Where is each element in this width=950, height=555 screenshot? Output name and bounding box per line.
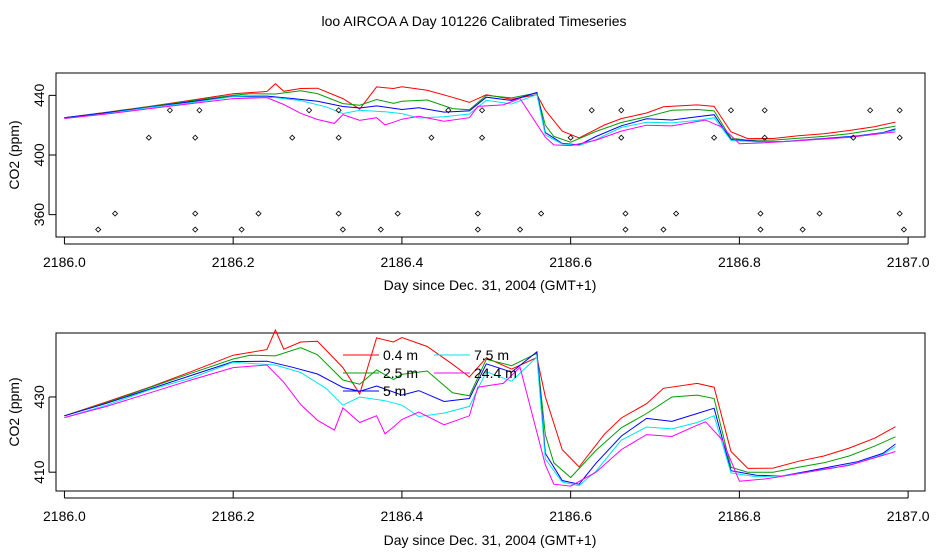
flag-marker [757,226,764,233]
flag-marker [289,134,296,141]
flag-marker [377,226,384,233]
top-y-axis: 360 400 440 [31,83,56,226]
flag-marker [478,107,486,114]
legend-label: 7.5 m [474,347,509,363]
flag-marker [761,134,768,141]
top-series-line-24-4-m [64,97,896,147]
flag-marker [339,226,346,233]
flag-marker [474,210,481,217]
bottom-y-axis: 410 430 [31,385,56,484]
figure-title: loo AIRCOA A Day 101226 Calibrated Times… [321,13,626,29]
flag-marker [394,210,401,217]
flag-marker [145,134,152,141]
flag-marker [799,226,806,233]
bottom-y-tick-label: 410 [31,460,47,484]
flag-marker [335,210,342,217]
bottom-x-tick-label: 2186.2 [212,508,255,524]
top-series-line-2-5-m [64,90,896,143]
flag-marker [335,107,342,114]
flag-marker [95,226,102,233]
flag-marker [850,134,857,141]
top-x-tick-label: 2186.0 [43,254,86,270]
top-y-tick-label: 400 [31,143,47,167]
flag-marker [428,134,435,141]
top-series-line-7-5-m [64,93,896,147]
flag-marker [896,107,903,114]
bottom-series-group [64,328,896,487]
top-x-tick-label: 2186.2 [212,254,255,270]
flag-marker [196,107,203,114]
flag-marker [896,134,903,141]
top-x-tick-label: 2186.4 [380,254,423,270]
flag-marker [166,107,173,114]
flag-marker [335,134,342,141]
top-y-axis-label: CO2 (ppm) [6,120,22,189]
flag-marker [445,107,452,114]
flag-marker [478,134,486,141]
bottom-series-line-7-5-m [64,356,896,487]
legend-label: 2.5 m [383,365,418,381]
flag-marker [660,226,667,233]
bottom-series-line-0-4-m [64,328,896,469]
top-x-tick-label: 2186.8 [718,254,761,270]
bottom-series-line-5-m [64,350,896,485]
top-series-group [64,83,896,147]
bottom-x-tick-label: 2186.0 [43,508,86,524]
flag-marker [192,134,199,141]
top-x-tick-label: 2186.6 [549,254,592,270]
flag-marker [474,226,481,233]
bottom-series-line-2-5-m [64,347,896,479]
bottom-x-tick-label: 2187.0 [887,508,930,524]
bottom-x-tick-label: 2186.6 [549,508,592,524]
bottom-y-tick-label: 430 [31,385,47,409]
top-y-tick-label: 360 [31,203,47,227]
flag-marker [238,226,245,233]
bottom-x-axis-label: Day since Dec. 31, 2004 (GMT+1) [384,532,597,548]
flag-marker [900,226,907,233]
flag-marker [618,107,625,114]
flag-marker [192,210,199,217]
flag-marker [618,134,625,141]
flag-marker [538,210,545,217]
flag-marker [622,226,629,233]
top-markers-group [95,107,907,233]
top-x-tick-label: 2187.0 [887,254,930,270]
flag-marker [896,210,903,217]
bottom-x-axis: 2186.0 2186.2 2186.4 2186.6 2186.8 2187.0 [43,491,930,524]
flag-marker [757,210,764,217]
flag-marker [255,210,262,217]
flag-marker [816,210,823,217]
flag-marker [588,107,595,114]
bottom-y-axis-label: CO2 (ppm) [6,377,22,446]
legend-label: 0.4 m [383,347,418,363]
flag-marker [673,210,680,217]
flag-marker [727,107,735,114]
flag-marker [306,107,313,114]
flag-marker [567,134,574,141]
bottom-plot-frame [55,332,926,492]
bottom-series-line-24-4-m [64,364,896,487]
flag-marker [761,107,768,114]
legend-label: 24.4 m [474,365,517,381]
legend: 0.4 m 2.5 m 5 m 7.5 m 24.4 m [343,347,517,399]
flag-marker [867,107,874,114]
flag-marker [192,226,199,233]
top-y-tick-label: 440 [31,83,47,107]
bottom-x-tick-label: 2186.4 [380,508,423,524]
top-x-axis-label: Day since Dec. 31, 2004 (GMT+1) [384,277,597,293]
flag-marker [516,226,524,233]
flag-marker [111,210,119,217]
bottom-x-tick-label: 2186.8 [718,508,761,524]
legend-label: 5 m [383,383,406,399]
top-x-axis: 2186.0 2186.2 2186.4 2186.6 2186.8 2187.0 [43,237,930,270]
flag-marker [622,210,629,217]
flag-marker [711,134,718,141]
